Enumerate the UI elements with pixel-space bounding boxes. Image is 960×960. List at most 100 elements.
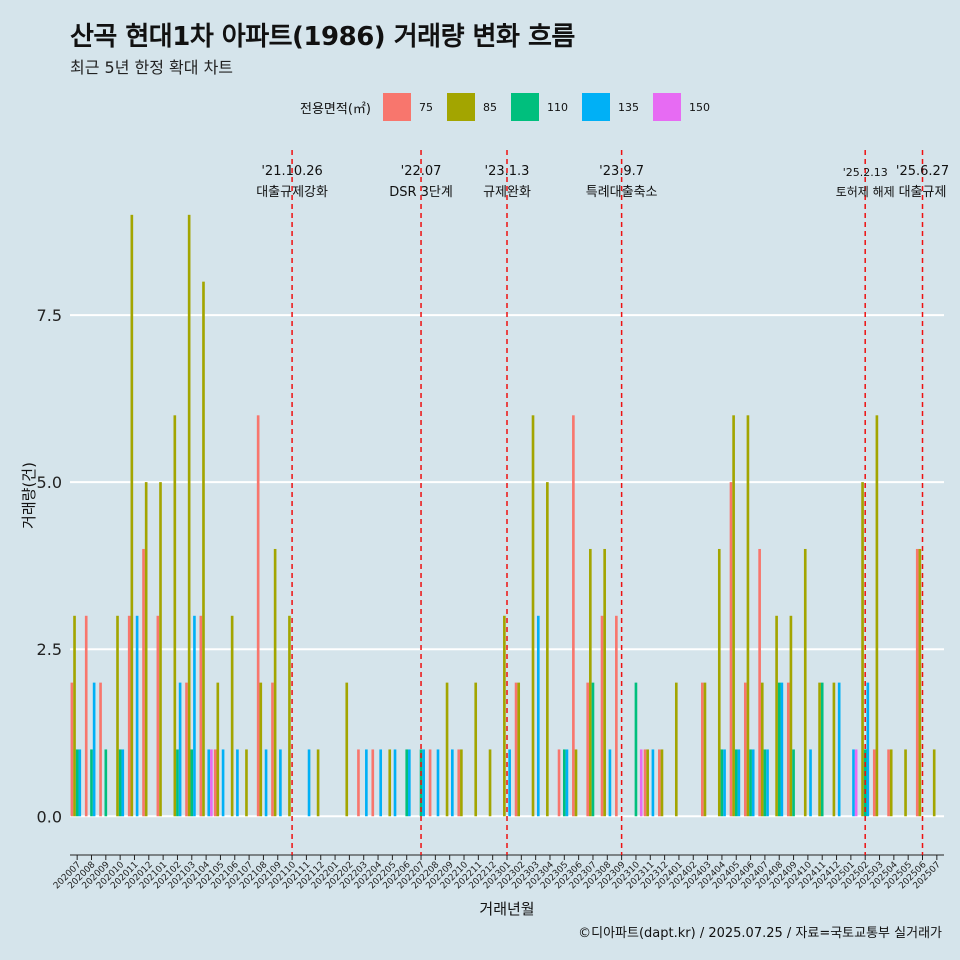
bar-75-202307: [586, 682, 590, 817]
bar-85-202404: [717, 548, 721, 817]
bar-75-202009: [99, 682, 102, 817]
bar-110-202206: [405, 749, 409, 817]
legend-key-135: [581, 93, 610, 121]
chart-subtitle: 최근 5년 한정 확대 차트: [70, 58, 234, 77]
bar-135-202104: [207, 749, 211, 817]
bar-150-202501: [854, 749, 858, 817]
legend-item-75: 75: [382, 93, 433, 121]
y-tick-label: 5.0: [37, 473, 62, 492]
legend-item-85: 85: [446, 93, 497, 121]
legend-key-85: [446, 93, 475, 121]
bar-75-202108: [256, 415, 260, 817]
bar-75-202008: [84, 615, 88, 817]
legend-key-75: [382, 93, 411, 121]
bar-135-202206: [408, 749, 411, 817]
bar-85-202211: [474, 682, 478, 817]
bar-85-202210: [460, 749, 463, 817]
legend-label-110: 110: [546, 100, 568, 114]
legend-title: 전용면적(㎡): [300, 101, 371, 117]
bar-85-202112: [316, 749, 320, 817]
bar-75-202302: [514, 682, 518, 817]
bar-85-202411: [818, 682, 821, 817]
annotation-text-0: 대출규제강화: [256, 185, 328, 200]
annotation-text-4: 토허제 해제: [836, 185, 895, 199]
bar-110-202010: [118, 749, 122, 817]
bar-75-202208: [428, 749, 432, 817]
bar-85-202311: [646, 749, 649, 817]
bar-85-202502: [861, 482, 864, 817]
bar-110-202305: [562, 749, 566, 817]
bar-85-202409: [789, 615, 793, 817]
bar-135-202102: [178, 682, 182, 817]
legend-key-110: [510, 93, 539, 121]
bar-85-202403: [703, 682, 707, 817]
bar-110-202405: [734, 749, 738, 817]
bar-85-202301: [503, 615, 506, 817]
bar-135-202308: [608, 749, 612, 817]
bar-85-202010: [116, 615, 119, 817]
bar-85-202507: [932, 749, 936, 817]
legend-label-85: 85: [482, 100, 497, 114]
bar-110-202009: [104, 749, 108, 817]
bar-75-202409: [786, 682, 790, 817]
bar-110-202407: [763, 749, 767, 817]
bar-85-202209: [445, 682, 449, 817]
bar-135-202011: [135, 615, 139, 817]
bar-85-202110: [288, 615, 291, 817]
legend-item-150: 150: [652, 93, 710, 121]
bar-135-202204: [379, 749, 383, 817]
bar-110-202310: [634, 682, 638, 817]
bar-75-202309: [615, 615, 618, 817]
bar-75-202210: [457, 749, 461, 817]
bar-150-202104: [210, 749, 213, 817]
bar-135-202010: [121, 749, 125, 817]
bar-85-202307: [589, 548, 592, 817]
annotation-text-5: 대출규제: [899, 185, 947, 200]
bar-85-202410: [803, 548, 807, 817]
annotation-text-3: 특례대출축소: [586, 185, 658, 200]
bar-85-202107: [245, 749, 248, 817]
bar-75-202011: [127, 615, 131, 817]
annotation-date-1: '22.07: [401, 164, 442, 179]
annotation-text-1: DSR 3단계: [389, 185, 453, 200]
bar-75-202103: [185, 682, 188, 817]
y-tick-label: 2.5: [37, 640, 62, 659]
legend-label-75: 75: [418, 100, 433, 114]
source-caption: ©디아파트(dapt.kr) / 2025.07.25 / 자료=국토교통부 실…: [578, 926, 942, 941]
bar-135-202412: [837, 682, 841, 817]
bar-85-202103: [187, 214, 191, 817]
bar-85-202205: [388, 749, 392, 817]
bar-110-202409: [792, 749, 795, 817]
annotation-date-4: '25.2.13: [843, 166, 888, 179]
bar-75-202406: [743, 682, 747, 817]
annotation-date-3: '23.9.7: [599, 164, 644, 179]
bar-110-202406: [749, 749, 752, 817]
bar-75-202407: [758, 548, 761, 817]
bar-110-202408: [777, 682, 781, 817]
bar-135-202109: [279, 749, 282, 817]
bar-85-202504: [889, 749, 893, 817]
bar-75-202306: [572, 415, 575, 817]
y-tick-label: 0.0: [37, 807, 62, 826]
bar-75-202403: [701, 682, 704, 817]
legend-label-150: 150: [688, 100, 710, 114]
bar-135-202502: [866, 682, 870, 817]
bar-135-202311: [651, 749, 655, 817]
bar-75-202308: [600, 615, 604, 817]
bar-135-202301: [508, 749, 511, 817]
bar-135-202406: [751, 749, 755, 817]
bar-135-202108: [264, 749, 268, 817]
bar-85-202202: [345, 682, 349, 817]
chart-title: 산곡 현대1차 아파트(1986) 거래량 변화 흐름: [70, 22, 575, 52]
bar-75-202203: [357, 749, 360, 817]
bar-85-202401: [674, 682, 678, 817]
y-axis-title: 거래량(건): [20, 462, 38, 529]
bar-75-202405: [729, 482, 733, 817]
bar-85-202007: [73, 615, 76, 817]
bar-85-202406: [746, 415, 750, 817]
bar-135-202103: [193, 615, 196, 817]
bar-85-202412: [832, 682, 836, 817]
y-tick-label: 7.5: [37, 306, 62, 325]
bar-135-202105: [221, 749, 225, 817]
